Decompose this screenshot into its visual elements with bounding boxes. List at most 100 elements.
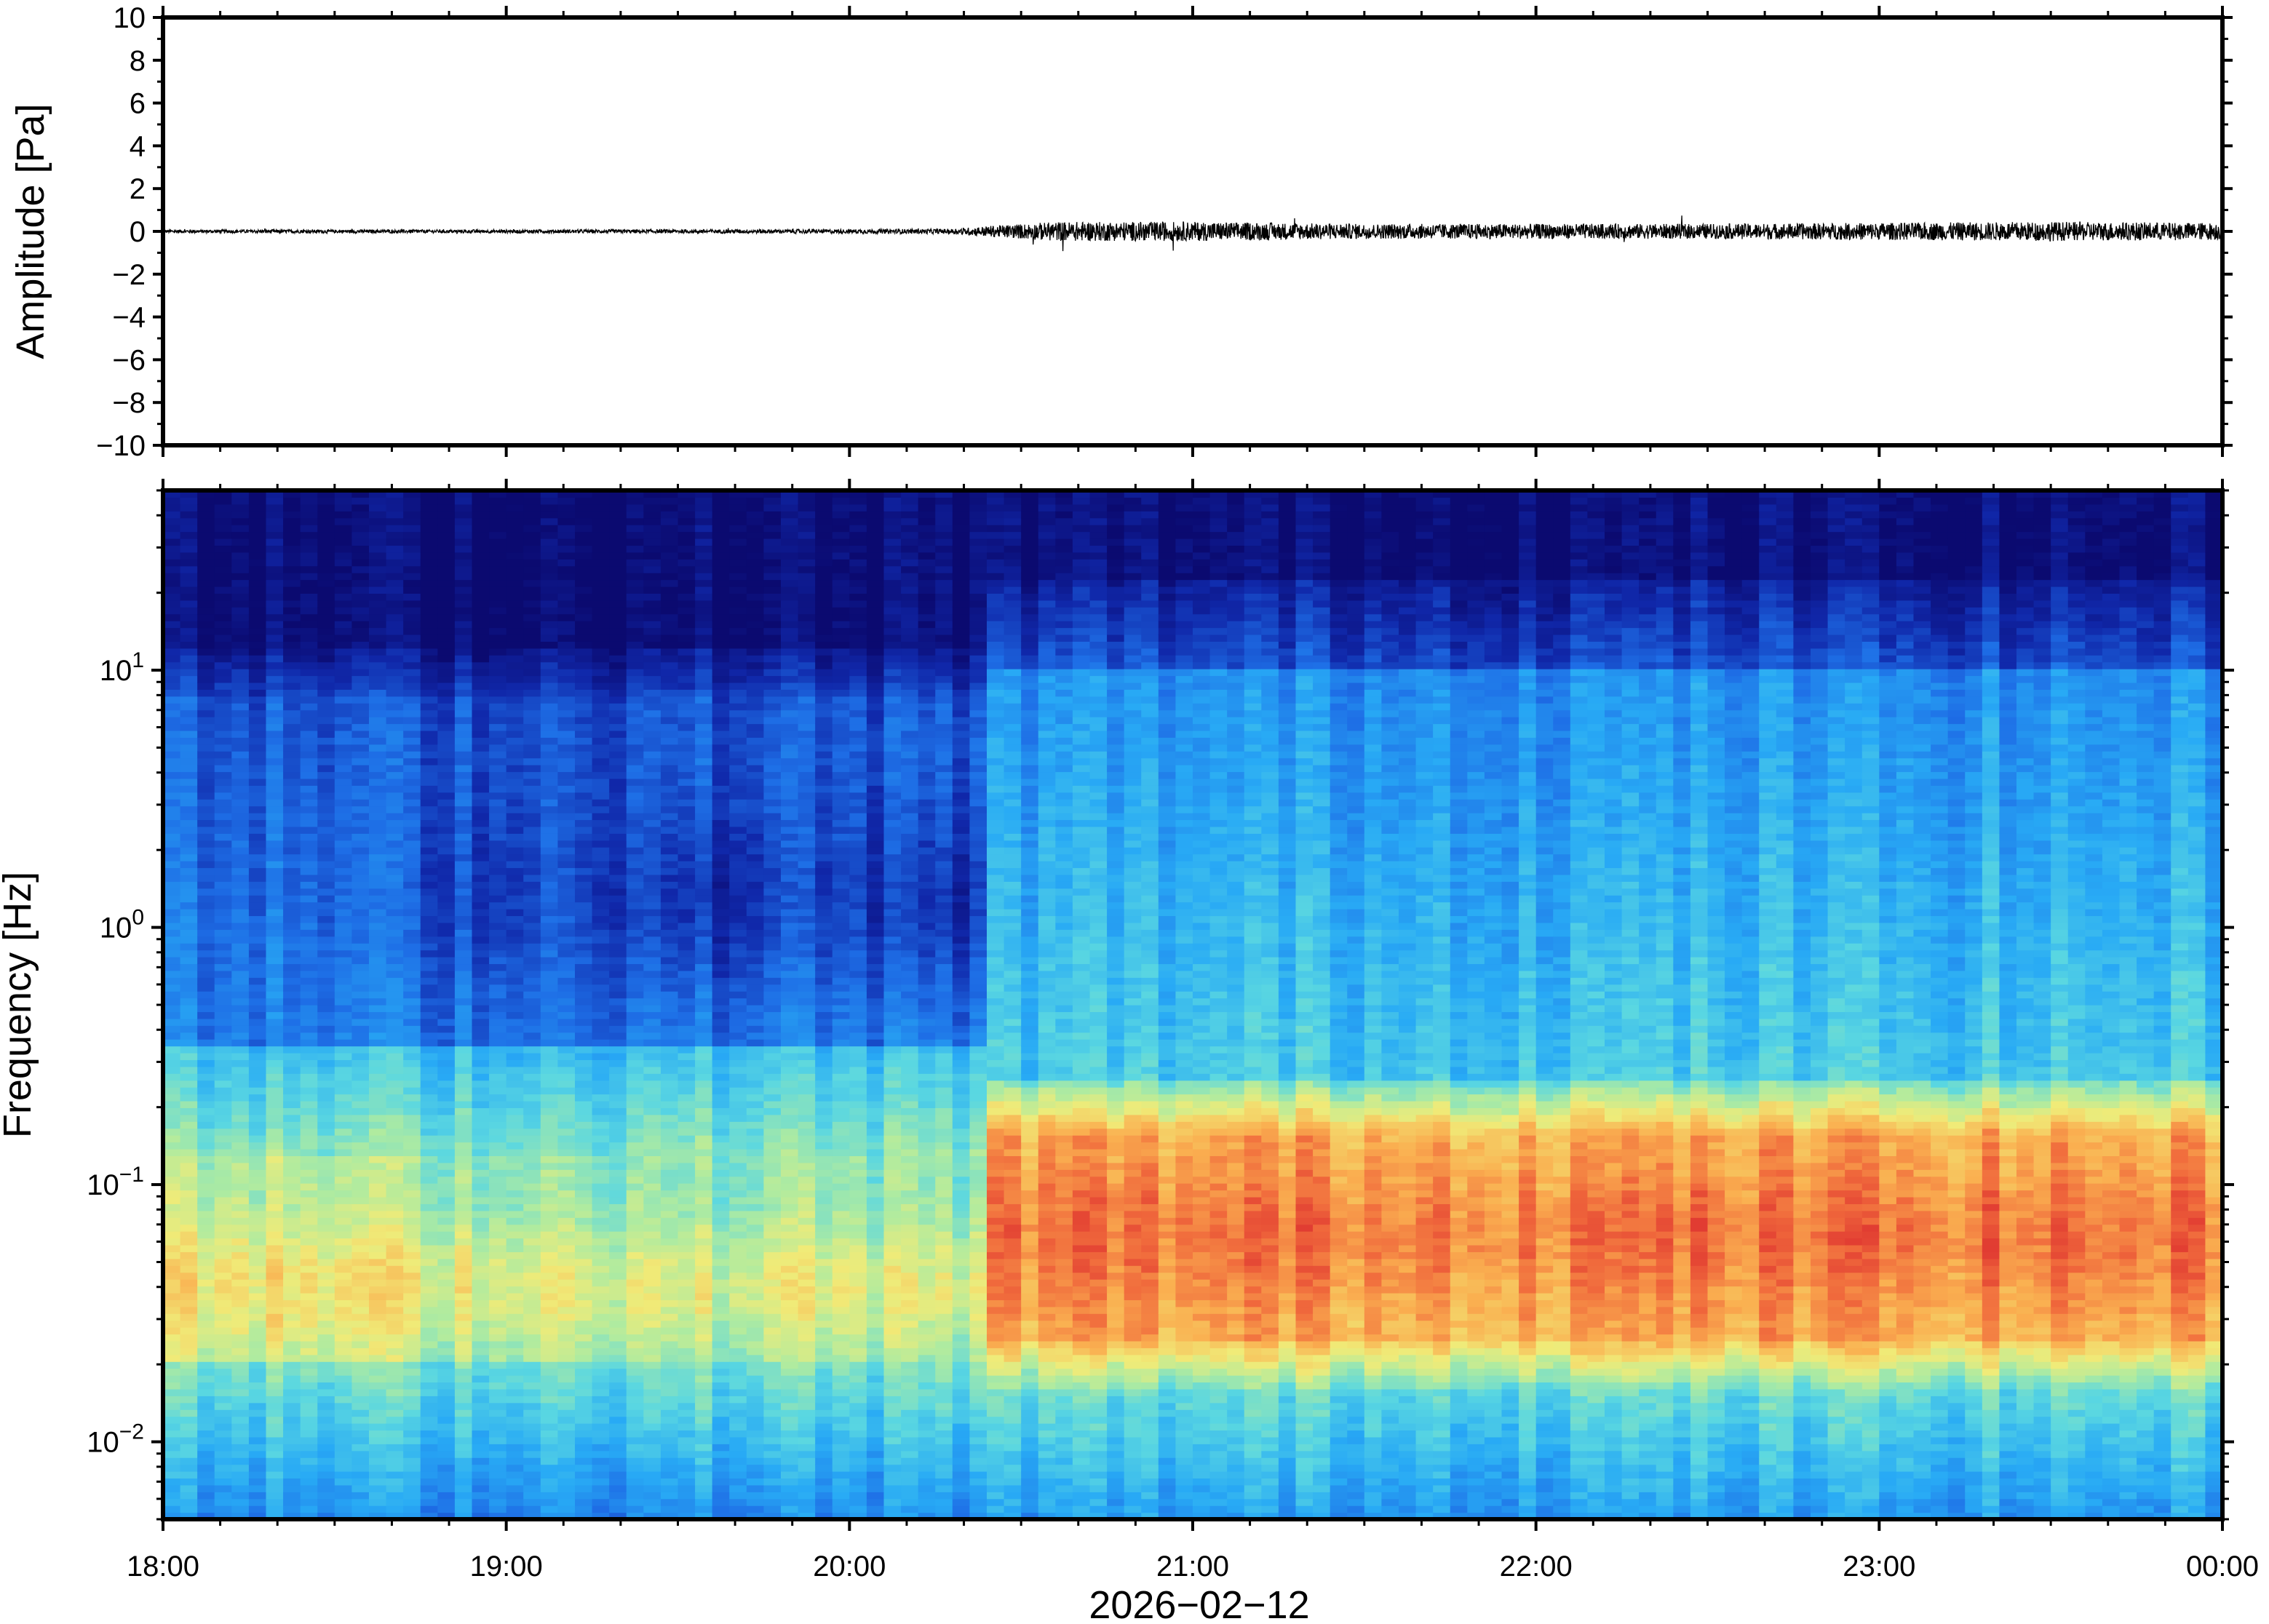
spectrogram-cell xyxy=(626,1265,644,1273)
spectrogram-cell xyxy=(163,717,181,725)
spectrogram-cell xyxy=(420,1244,438,1252)
spectrogram-cell xyxy=(231,655,250,663)
spectrogram-cell xyxy=(677,552,696,560)
spectrogram-cell xyxy=(283,1505,301,1513)
spectrogram-cell xyxy=(437,661,456,669)
spectrogram-cell xyxy=(266,833,284,841)
spectrogram-cell xyxy=(420,1423,438,1431)
spectrogram-cell xyxy=(231,853,250,861)
spectrogram-cell xyxy=(660,1382,679,1390)
spectrogram-cell xyxy=(334,1100,353,1108)
spectrogram-cell xyxy=(214,895,232,903)
spectrogram-cell xyxy=(351,703,370,711)
spectrogram-cell xyxy=(437,1025,456,1033)
spectrogram-cell xyxy=(557,1286,576,1294)
spectrogram-cell xyxy=(163,1478,181,1486)
spectrogram-cell xyxy=(540,1340,559,1348)
spectrogram-cell xyxy=(266,888,284,896)
spectrogram-cell xyxy=(420,709,438,717)
spectrogram-cell xyxy=(609,1005,627,1013)
spectrogram-cell xyxy=(403,1375,421,1383)
spectrogram-cell xyxy=(334,1450,353,1458)
spectrogram-cell xyxy=(472,1059,490,1067)
spectrogram-cell xyxy=(695,1066,713,1074)
spectrogram-cell xyxy=(557,1059,576,1067)
spectrogram-cell xyxy=(437,1306,456,1314)
spectrogram-cell xyxy=(334,600,353,608)
spectrogram-cell xyxy=(506,1279,524,1287)
spectrogram-cell xyxy=(454,1299,473,1307)
spectrogram-cell xyxy=(420,682,438,690)
spectrogram-cell xyxy=(523,778,541,786)
spectrogram-cell xyxy=(163,1148,181,1156)
spectrogram-cell xyxy=(300,1210,318,1218)
spectrogram-cell xyxy=(266,1046,284,1054)
spectrogram-cell xyxy=(523,552,541,560)
spectrogram-cell xyxy=(643,874,661,882)
spectrogram-cell xyxy=(523,1464,541,1472)
spectrogram-cell xyxy=(351,593,370,601)
spectrogram-cell xyxy=(403,503,421,512)
spectrogram-cell xyxy=(592,950,610,958)
spectrogram-cell xyxy=(677,1368,696,1376)
spectrogram-cell xyxy=(506,1416,524,1424)
spectrogram-cell xyxy=(231,1231,250,1239)
spectrogram-cell xyxy=(472,1444,490,1452)
spectrogram-cell xyxy=(317,1224,335,1232)
spectrogram-cell xyxy=(712,1210,730,1218)
spectrogram-cell xyxy=(369,545,387,553)
spectrogram-cell xyxy=(300,1286,318,1294)
spectrogram-cell xyxy=(695,1142,713,1150)
spectrogram-cell xyxy=(677,517,696,525)
spectrogram-cell xyxy=(300,559,318,567)
spectrogram-cell xyxy=(420,511,438,519)
spectrogram-cell xyxy=(163,1005,181,1013)
spectrogram-cell xyxy=(643,1217,661,1225)
spectrogram-cell xyxy=(592,600,610,608)
spectrogram-cell xyxy=(626,1039,644,1047)
spectrogram-cell xyxy=(643,1409,661,1417)
spectrogram-cell xyxy=(266,1196,284,1204)
spectrogram-cell xyxy=(369,503,387,512)
spectrogram-cell xyxy=(660,1066,679,1074)
spectrogram-cell xyxy=(523,1265,541,1273)
spectrogram-cell xyxy=(643,1190,661,1198)
spectrogram-cell xyxy=(472,1039,490,1047)
spectrogram-cell xyxy=(214,1464,232,1472)
spectrogram-cell xyxy=(506,1320,524,1328)
spectrogram-cell xyxy=(575,1032,593,1040)
spectrogram-cell xyxy=(592,1388,610,1396)
spectrogram-cell xyxy=(163,675,181,683)
spectrogram-cell xyxy=(540,1073,559,1081)
spectrogram-cell xyxy=(386,593,404,601)
spectrogram-cell xyxy=(386,1217,404,1225)
spectrogram-cell xyxy=(369,970,387,978)
spectrogram-cell xyxy=(592,1340,610,1348)
spectrogram-cell xyxy=(369,703,387,711)
spectrogram-cell xyxy=(609,593,627,601)
spectrogram-cell xyxy=(197,943,215,951)
spectrogram-cell xyxy=(317,552,335,560)
spectrogram-cell xyxy=(506,1100,524,1108)
spectrogram-cell xyxy=(334,1484,353,1492)
spectrogram-cell xyxy=(506,675,524,683)
spectrogram-cell xyxy=(300,1142,318,1150)
spectrogram-cell xyxy=(197,1348,215,1356)
spectrogram-cell xyxy=(214,655,232,663)
spectrogram-cell xyxy=(351,909,370,917)
spectrogram-cell xyxy=(626,1286,644,1294)
spectrogram-cell xyxy=(506,1018,524,1026)
spectrogram-cell xyxy=(643,1471,661,1479)
spectrogram-cell xyxy=(283,682,301,690)
spectrogram-cell xyxy=(454,757,473,765)
spectrogram-cell xyxy=(660,1299,679,1307)
spectrogram-cell xyxy=(523,819,541,827)
spectrogram-cell xyxy=(197,1382,215,1390)
spectrogram-cell xyxy=(163,874,181,882)
spectrogram-cell xyxy=(677,1142,696,1150)
spectrogram-cell xyxy=(317,1059,335,1067)
spectrogram-cell xyxy=(214,1279,232,1287)
spectrogram-cell xyxy=(472,861,490,869)
spectrogram-cell xyxy=(351,1306,370,1314)
spectrogram-cell xyxy=(197,1313,215,1321)
